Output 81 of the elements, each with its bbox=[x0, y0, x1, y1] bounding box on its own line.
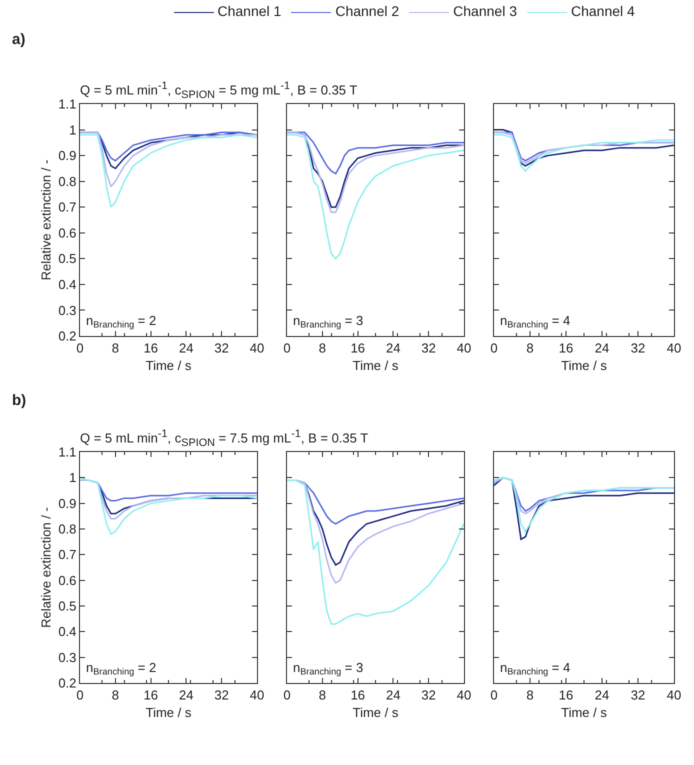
x-tick-label: 16 bbox=[558, 340, 574, 356]
x-tick-label: 32 bbox=[630, 340, 646, 356]
annotation: n$_{Branching}$ = 2 bbox=[86, 313, 156, 330]
y-tick-label: 0.5 bbox=[58, 251, 76, 266]
y-tick-label: 0.8 bbox=[58, 522, 76, 537]
legend-label: Channel 1 bbox=[218, 3, 282, 20]
annotation: n$_{Branching}$ = 4 bbox=[500, 660, 570, 677]
x-tick-label: 8 bbox=[318, 340, 326, 356]
chart-subtitle: Q = 5 mL min$^{-1}$, c$_{SPION}$ = 5 mg mL$^{-1}$, B = 0.35 T bbox=[80, 79, 358, 103]
x-axis-title: Time / s bbox=[146, 358, 192, 374]
y-tick-label: 0.9 bbox=[58, 148, 76, 164]
x-axis-title: Time / s bbox=[561, 705, 608, 720]
y-tick-label: 0.3 bbox=[58, 650, 76, 665]
legend-label: Channel 2 bbox=[335, 3, 400, 20]
x-axis-title: Time / s bbox=[352, 358, 399, 374]
x-tick-label: 16 bbox=[144, 688, 158, 703]
legend-label: Channel 3 bbox=[453, 3, 517, 20]
chart-subtitle: Q = 5 mL min$^{-1}$, c$_{SPION}$ = 7.5 mg mL$^{-1}$, B = 0.35 T bbox=[80, 427, 368, 451]
x-tick-label: 32 bbox=[421, 688, 436, 703]
y-tick-label: 1 bbox=[69, 470, 76, 486]
y-tick-label: 0.9 bbox=[58, 496, 76, 511]
y-tick-label: 0.6 bbox=[58, 225, 76, 240]
y-tick-label: 0.7 bbox=[58, 200, 76, 215]
annotation: n$_{Branching}$ = 4 bbox=[500, 313, 570, 330]
x-tick-label: 16 bbox=[144, 340, 158, 356]
x-tick-label: 24 bbox=[594, 340, 610, 356]
x-tick-label: 40 bbox=[666, 688, 682, 703]
x-tick-label: 40 bbox=[250, 688, 264, 703]
chart-title: a) bbox=[12, 31, 26, 48]
x-tick-label: 0 bbox=[76, 688, 84, 703]
y-tick-label: 1.1 bbox=[58, 96, 76, 112]
y-axis-title: Relative extinction / - bbox=[38, 160, 54, 280]
x-tick-label: 16 bbox=[558, 688, 574, 703]
annotation: n$_{Branching}$ = 2 bbox=[86, 660, 156, 677]
x-tick-label: 40 bbox=[250, 340, 264, 356]
y-tick-label: 0.5 bbox=[58, 598, 76, 614]
y-tick-label: 1 bbox=[69, 122, 76, 138]
y-tick-label: 0.2 bbox=[58, 328, 76, 344]
y-tick-label: 0.4 bbox=[58, 624, 76, 640]
x-tick-label: 16 bbox=[350, 340, 366, 356]
x-tick-label: 24 bbox=[178, 340, 194, 356]
x-tick-label: 8 bbox=[318, 688, 326, 703]
x-tick-label: 40 bbox=[456, 688, 472, 703]
x-tick-label: 24 bbox=[178, 688, 194, 703]
x-tick-label: 40 bbox=[666, 340, 682, 356]
annotation: n$_{Branching}$ = 3 bbox=[293, 313, 364, 330]
x-tick-label: 0 bbox=[490, 688, 498, 703]
y-tick-label: 0.7 bbox=[58, 547, 76, 562]
x-tick-label: 8 bbox=[112, 688, 120, 703]
line-series bbox=[80, 476, 257, 535]
x-tick-label: 32 bbox=[421, 340, 436, 356]
y-tick-label: 0.4 bbox=[58, 276, 76, 292]
y-tick-label: 0.6 bbox=[58, 572, 76, 588]
y-tick-label: 0.3 bbox=[58, 302, 76, 318]
y-tick-label: 1.1 bbox=[58, 444, 76, 460]
x-tick-label: 40 bbox=[456, 340, 472, 356]
x-tick-label: 0 bbox=[490, 340, 498, 356]
y-tick-label: 0.2 bbox=[58, 676, 76, 691]
x-axis-title: Time / s bbox=[146, 705, 192, 720]
y-tick-label: 0.8 bbox=[58, 174, 76, 189]
x-tick-label: 0 bbox=[76, 340, 84, 356]
x-tick-label: 32 bbox=[630, 688, 646, 703]
x-axis-title: Time / s bbox=[561, 358, 608, 374]
x-tick-label: 24 bbox=[594, 688, 610, 703]
annotation: n$_{Branching}$ = 3 bbox=[293, 660, 364, 677]
x-tick-label: 0 bbox=[283, 340, 291, 356]
legend-label: Channel 4 bbox=[570, 3, 635, 20]
x-tick-label: 24 bbox=[386, 340, 400, 356]
x-tick-label: 8 bbox=[112, 340, 120, 356]
x-tick-label: 32 bbox=[214, 688, 229, 703]
x-tick-label: 8 bbox=[526, 688, 534, 703]
x-tick-label: 16 bbox=[350, 688, 366, 703]
x-tick-label: 24 bbox=[386, 688, 400, 703]
x-tick-label: 8 bbox=[526, 340, 534, 356]
x-tick-label: 0 bbox=[283, 688, 291, 703]
line-series bbox=[80, 132, 257, 188]
line-series bbox=[80, 134, 257, 208]
x-axis-title: Time / s bbox=[352, 705, 399, 720]
y-axis-title: Relative extinction / - bbox=[38, 507, 54, 628]
chart-title: b) bbox=[12, 392, 26, 409]
x-tick-label: 32 bbox=[214, 340, 229, 356]
